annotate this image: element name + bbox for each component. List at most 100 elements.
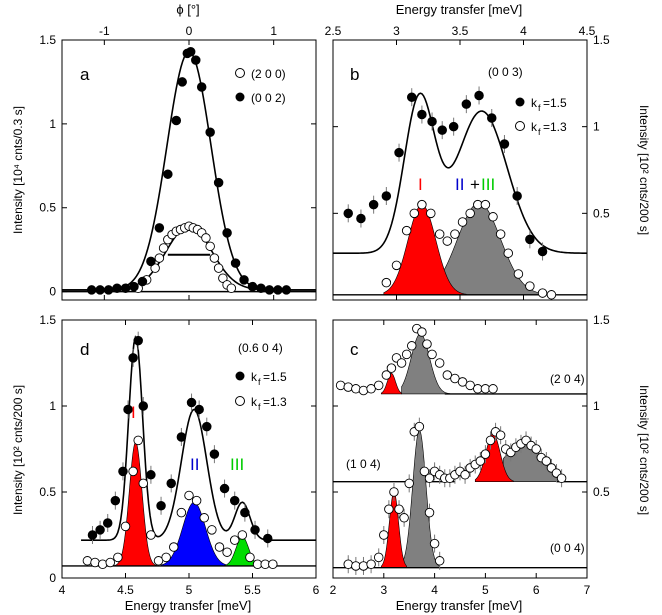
panel-c-204-point-13 [417, 327, 427, 337]
bottom-right-axis-title: Energy transfer [meV] [396, 598, 522, 613]
panel-letter-a: a [80, 65, 90, 84]
panel-c-104-point-10 [475, 456, 486, 466]
panel-d-kf15-point-14 [194, 404, 204, 415]
panel-d-kf13-point-20 [229, 535, 240, 545]
panel-b-kf15-point-4 [394, 147, 404, 158]
legend-a-filled-marker [235, 92, 245, 102]
panel-d-kf13-point-6 [128, 466, 138, 477]
legend-b-kf15-k: k [531, 96, 538, 110]
panel-d-kf15-point-9 [146, 470, 156, 480]
panel-c-204-point-2 [351, 384, 361, 394]
panel-a-002-point-15 [196, 82, 207, 92]
panel-d-kf13-point-10 [153, 556, 164, 566]
panel-a-002-point-20 [239, 275, 249, 285]
panel-c-204-point-15 [427, 349, 437, 360]
panel-b-kf15-point-11 [474, 90, 484, 101]
panel-d-peak-I [112, 441, 159, 567]
panel-d-kf15-point-11 [166, 478, 176, 489]
panel-d-kf13-point-9 [146, 530, 156, 540]
panel-d-ytick-label-1: 0.5 [39, 485, 56, 499]
panel-d-xtick-label-0: 4 [59, 583, 66, 597]
panel-b-kf15-point-15 [525, 234, 535, 245]
panel-d-kf15-point-0 [87, 530, 98, 540]
panel-d-kf15-point-15 [202, 421, 212, 432]
panel-c-xtick-label-4: 6 [533, 583, 540, 597]
panel-d-kf13-point-22 [245, 552, 255, 563]
panel-a-ytick-label-0: 0 [49, 285, 56, 299]
legend-b-filled-marker [515, 97, 525, 107]
panel-d-kf15-point-19 [240, 507, 250, 518]
panel-b-ytick-label-1: 1 [593, 120, 600, 134]
panel-d-kf13-point-4 [113, 552, 123, 563]
panel-c-004-point-2 [358, 561, 369, 571]
panel-b-kf13-point-6 [434, 229, 445, 239]
panel-c-104-point-26 [556, 473, 567, 483]
panel-letter-b: b [350, 65, 359, 84]
legend-b-kf15-sub: f [538, 103, 541, 113]
panel-c-004-point-0 [343, 559, 353, 569]
legend-b-kf13-val: =1.3 [543, 120, 567, 134]
panel-b-kf13-point-0 [381, 277, 392, 288]
panel-b-kf15-point-3 [381, 191, 392, 201]
panel-a-200-point-17 [213, 263, 224, 273]
panel-d-kf15-point-2 [102, 518, 113, 528]
panel-c-004-point-7 [389, 487, 399, 497]
panel-b-xtick-label-1: 3 [393, 24, 400, 38]
panel-b-kf13-point-2 [401, 225, 412, 236]
panel-a-002-point-23 [264, 285, 275, 295]
panel-b-kf15-point-6 [417, 109, 427, 120]
panel-a-002-point-21 [247, 281, 258, 292]
panel-c-ytick-label-0: 0.5 [593, 485, 610, 499]
panel-d-kf15-point-20 [250, 525, 260, 535]
panel-a-200-point-15 [205, 241, 215, 252]
panel-c-004-point-16 [434, 556, 445, 566]
panel-a-002-point-5 [129, 281, 139, 292]
panel-b-kf13-point-18 [537, 288, 548, 298]
panel-c-204-point-5 [373, 380, 384, 391]
panel-a-002-point-24 [273, 285, 283, 295]
panel-a-002-point-13 [185, 46, 196, 57]
panel-b-kf15-point-10 [461, 99, 472, 109]
panel-a-002-point-10 [171, 115, 182, 126]
panel-a-002-point-8 [154, 223, 165, 233]
panel-c-004-red [380, 491, 407, 568]
panel-d-ytick-label-3: 1.5 [39, 313, 56, 327]
legend-b-hkl: (0 0 3) [488, 65, 523, 79]
panel-a-002-point-2 [103, 285, 114, 295]
panel-b-kf13-point-3 [409, 208, 420, 219]
panel-d-kf13-point-21 [237, 530, 248, 540]
panel-d-kf13-point-2 [97, 559, 108, 569]
panel-c-xtick-label-2: 4 [431, 583, 438, 597]
panel-b-kf13-point-14 [495, 229, 506, 239]
panel-a-002-point-19 [230, 258, 241, 268]
panel-d-ytick-label-0: 0 [49, 571, 56, 585]
panel-c-ytick-label-1: 1 [593, 399, 600, 413]
panel-d-kf15-point-16 [209, 449, 220, 459]
ylabel-c: Intensity [10² cnts/200 s] [637, 385, 651, 515]
panel-c-204-point-0 [335, 380, 346, 391]
legend-d-kf13-k: k [251, 395, 258, 409]
panel-b-fit-15 [333, 92, 587, 254]
panel-a-002-point-7 [146, 256, 156, 267]
panel-d-kf13-point-8 [138, 478, 149, 489]
panel-c-204-point-9 [396, 358, 407, 368]
panel-c-004-point-13 [419, 466, 430, 477]
panel-d-ytick-label-2: 1 [49, 399, 56, 413]
panel-d-kf13-point-17 [207, 525, 217, 535]
legend-a-label-2: (0 0 2) [251, 91, 286, 105]
panel-c-204-point-3 [358, 385, 369, 396]
panel-b-kf15-point-1 [356, 213, 366, 224]
panel-d-kf15-point-5 [123, 404, 133, 415]
panel-b-kf13-point-12 [480, 199, 491, 210]
panel-a-002-point-14 [191, 55, 201, 65]
panel-a-002-point-0 [86, 285, 97, 295]
panel-c-004-point-14 [424, 507, 435, 518]
panel-a-xtick-label-2: 1 [270, 24, 277, 38]
panel-c-204-point-19 [457, 377, 468, 387]
annotation-b-II: II [455, 175, 464, 194]
panel-d-kf15-point-18 [229, 495, 240, 506]
panel-b-kf13-point-9 [457, 217, 468, 227]
panel-d-kf13-point-19 [222, 547, 232, 557]
panel-c-xtick-label-5: 7 [584, 583, 591, 597]
panel-a-002-point-6 [137, 276, 148, 287]
